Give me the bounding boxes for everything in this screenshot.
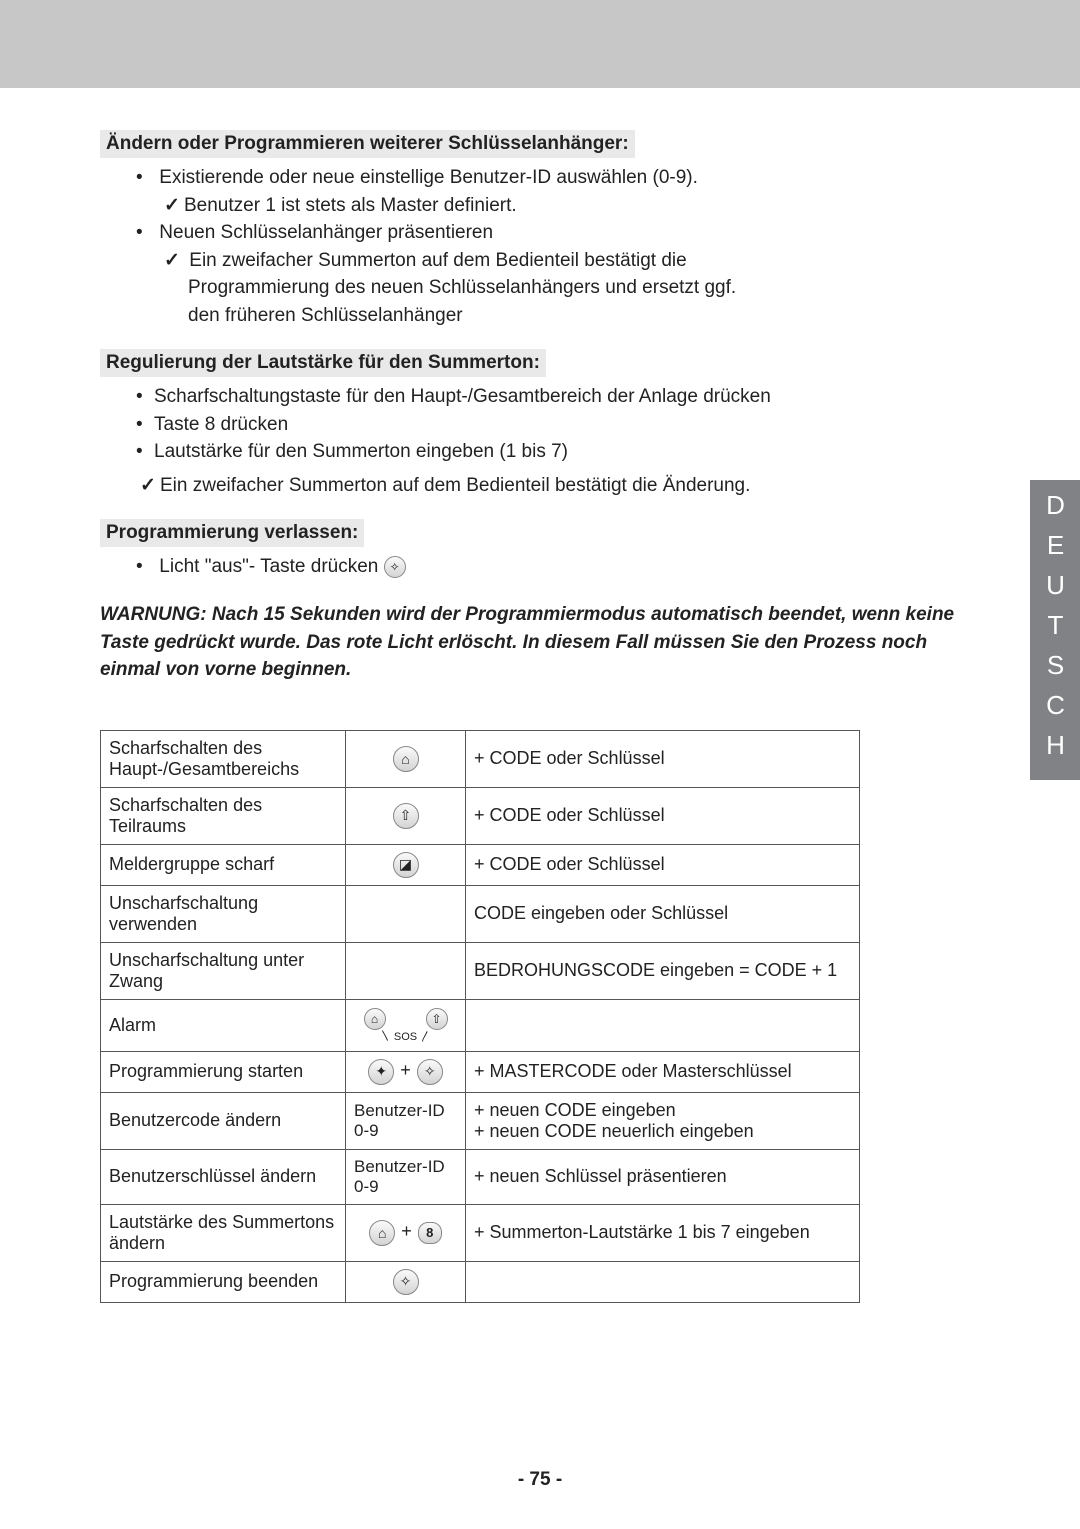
table-row: Benutzerschlüssel ändernBenutzer-ID 0-9+… (101, 1149, 860, 1204)
table-cell-key (346, 885, 466, 942)
section-title: Regulierung der Lautstärke für den Summe… (100, 349, 546, 377)
table-row: Scharfschalten des Haupt-/Gesamtbereichs… (101, 730, 860, 787)
check-item: Benutzer 1 ist stets als Master definier… (168, 192, 960, 220)
reference-table: Scharfschalten des Haupt-/Gesamtbereichs… (100, 730, 860, 1303)
table-cell-key: Benutzer-ID 0-9 (346, 1092, 466, 1149)
check-item: Ein zweifacher Summerton auf dem Bedient… (168, 247, 960, 330)
table-cell-key: ⌂ (346, 730, 466, 787)
table-cell-key: ✦+✧ (346, 1051, 466, 1092)
table-cell-result: BEDROHUNGSCODE eingeben = CODE + 1 (466, 942, 860, 999)
table-cell-key: ✧ (346, 1261, 466, 1302)
table-cell-key: Benutzer-ID 0-9 (346, 1149, 466, 1204)
arm-part-icon: ⇧ (393, 803, 419, 829)
arm-group-icon: ◪ (393, 852, 419, 878)
table-row: Programmierung starten✦+✧+ MASTERCODE od… (101, 1051, 860, 1092)
table-cell-result: + neuen Schlüssel präsentieren (466, 1149, 860, 1204)
check-item: Ein zweifacher Summerton auf dem Bedient… (140, 472, 960, 500)
table-cell-action: Benutzerschlüssel ändern (101, 1149, 346, 1204)
arm-full-icon: ⌂ (369, 1220, 395, 1246)
table-cell-action: Programmierung beenden (101, 1261, 346, 1302)
light-off-icon: ✧ (417, 1059, 443, 1085)
table-row: Alarm ⌂ ⇧ 〵 SOS 〳 (101, 999, 860, 1051)
list-item: Taste 8 drücken (140, 411, 960, 439)
page-number: - 75 - (0, 1469, 1080, 1491)
list-item: Scharfschaltungstaste für den Haupt-/Ges… (140, 383, 960, 411)
table-cell-result: + MASTERCODE oder Masterschlüssel (466, 1051, 860, 1092)
table-cell-action: Meldergruppe scharf (101, 844, 346, 885)
section-exit: Programmierung verlassen: Licht "aus"- T… (100, 519, 960, 581)
table-row: Benutzercode ändernBenutzer-ID 0-9+ neue… (101, 1092, 860, 1149)
table-cell-result: + CODE oder Schlüssel (466, 787, 860, 844)
light-off-icon: ✧ (384, 556, 406, 578)
bullet-list: Scharfschaltungstaste für den Haupt-/Ges… (140, 383, 960, 466)
section-title: Ändern oder Programmieren weiterer Schlü… (100, 130, 635, 158)
bullet-list: Licht "aus"- Taste drücken ✧ (140, 553, 960, 581)
table-row: Lautstärke des Summertons ändern⌂+8+ Sum… (101, 1204, 860, 1261)
light-on-icon: ✦ (368, 1059, 394, 1085)
table-cell-action: Unscharfschaltung unter Zwang (101, 942, 346, 999)
language-tab-text: DEUTSCH (1040, 490, 1071, 770)
table-cell-action: Lautstärke des Summertons ändern (101, 1204, 346, 1261)
bullet-list: Existierende oder neue einstellige Benut… (140, 164, 960, 329)
light-off-icon: ✧ (393, 1269, 419, 1295)
section-keyfob: Ändern oder Programmieren weiterer Schlü… (100, 130, 960, 329)
header-bar (0, 0, 1080, 88)
sos-icon: ⌂ ⇧ 〵 SOS 〳 (364, 1008, 448, 1044)
section-volume: Regulierung der Lautstärke für den Summe… (100, 349, 960, 499)
table-cell-result: + CODE oder Schlüssel (466, 844, 860, 885)
table-row: Unscharfschaltung verwenden CODE eingeben… (101, 885, 860, 942)
table-cell-result: + neuen CODE eingeben+ neuen CODE neuerl… (466, 1092, 860, 1149)
table-row: Meldergruppe scharf ◪ + CODE oder Schlüsse… (101, 844, 860, 885)
table-cell-result: CODE eingeben oder Schlüssel (466, 885, 860, 942)
table-cell-action: Unscharfschaltung verwenden (101, 885, 346, 942)
list-item: Neuen Schlüsselanhänger präsentieren Ein… (140, 219, 960, 329)
table-cell-result (466, 1261, 860, 1302)
table-cell-action: Scharfschalten des Teilraums (101, 787, 346, 844)
table-cell-key (346, 942, 466, 999)
list-item: Lautstärke für den Summerton eingeben (1… (140, 438, 960, 466)
table-cell-key: ⌂+8 (346, 1204, 466, 1261)
language-tab: DEUTSCH (1030, 480, 1080, 780)
key-8-icon: 8 (418, 1222, 442, 1244)
section-title: Programmierung verlassen: (100, 519, 364, 547)
page-content: Ändern oder Programmieren weiterer Schlü… (100, 130, 960, 1303)
table-cell-result: + CODE oder Schlüssel (466, 730, 860, 787)
table-cell-result: + Summerton-Lautstärke 1 bis 7 eingeben (466, 1204, 860, 1261)
table-row: Programmierung beenden ✧ (101, 1261, 860, 1302)
warning-text: WARNUNG: Nach 15 Sekunden wird der Progr… (100, 601, 960, 684)
table-cell-key: ⌂ ⇧ 〵 SOS 〳 (346, 999, 466, 1051)
list-item: Licht "aus"- Taste drücken ✧ (140, 553, 960, 581)
list-item: Existierende oder neue einstellige Benut… (140, 164, 960, 219)
table-row: Unscharfschaltung unter Zwang BEDROHUNGSC… (101, 942, 860, 999)
table-cell-action: Programmierung starten (101, 1051, 346, 1092)
table-cell-action: Scharfschalten des Haupt-/Gesamtbereichs (101, 730, 346, 787)
table-cell-action: Alarm (101, 999, 346, 1051)
table-cell-key: ◪ (346, 844, 466, 885)
table-cell-result (466, 999, 860, 1051)
arm-full-icon: ⌂ (393, 746, 419, 772)
table-cell-action: Benutzercode ändern (101, 1092, 346, 1149)
table-cell-key: ⇧ (346, 787, 466, 844)
table-row: Scharfschalten des Teilraums ⇧ + CODE oder… (101, 787, 860, 844)
